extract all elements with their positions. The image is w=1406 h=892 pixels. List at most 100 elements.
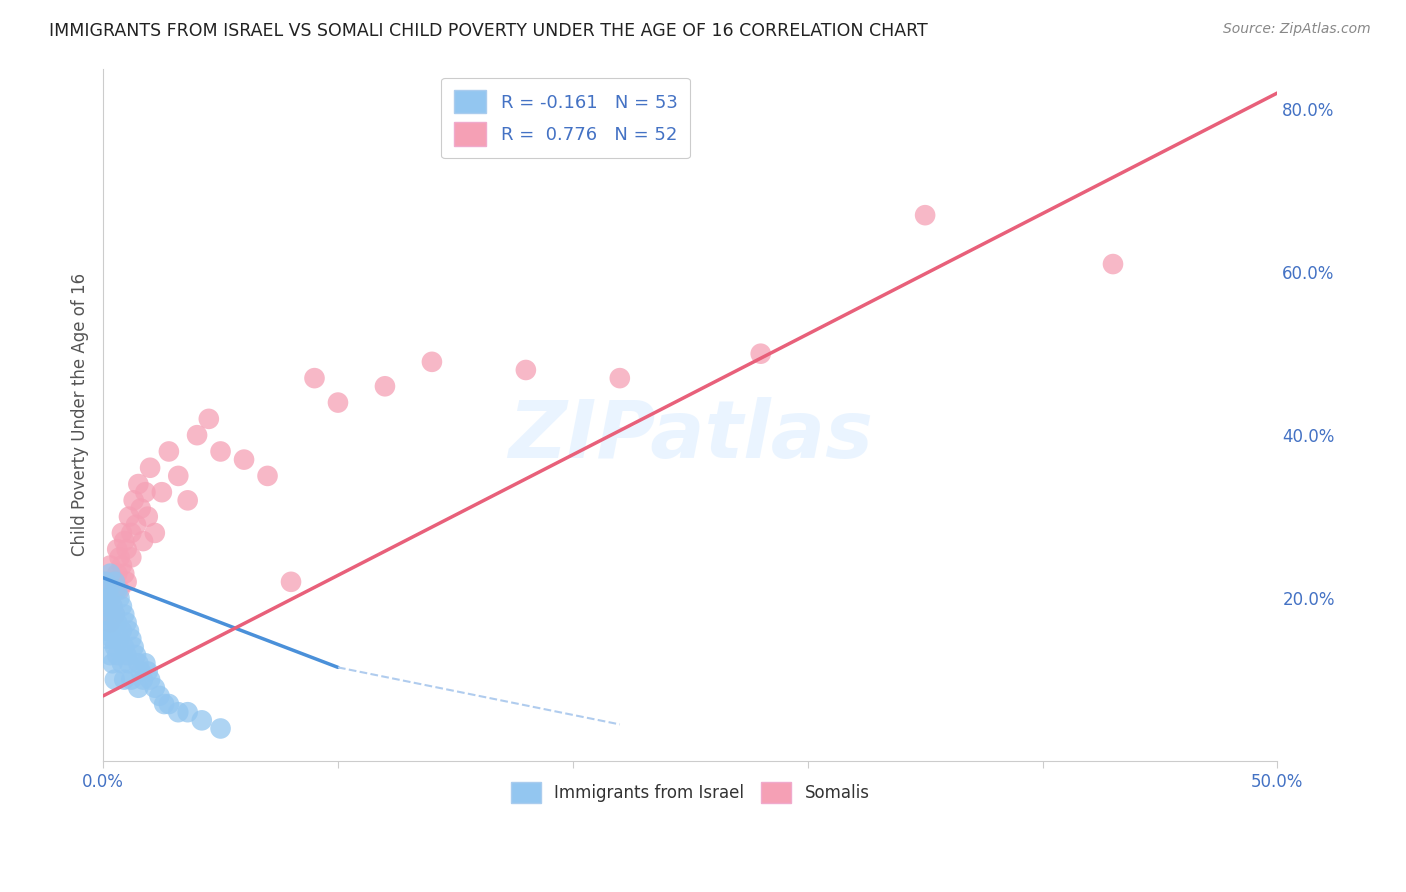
Point: [93, 591, 115, 606]
Point: [132, 673, 155, 687]
Point: [115, 542, 138, 557]
Point: [150, 485, 173, 500]
Text: IMMIGRANTS FROM ISRAEL VS SOMALI CHILD POVERTY UNDER THE AGE OF 16 CORRELATION C: IMMIGRANTS FROM ISRAEL VS SOMALI CHILD P…: [49, 22, 928, 40]
Point: [1102, 257, 1125, 271]
Point: [209, 722, 232, 736]
Point: [101, 657, 124, 671]
Point: [136, 665, 159, 679]
Point: [143, 525, 166, 540]
Point: [101, 599, 124, 614]
Point: [104, 574, 127, 589]
Point: [515, 363, 537, 377]
Point: [125, 648, 148, 662]
Point: [101, 574, 124, 589]
Point: [94, 574, 117, 589]
Point: [112, 607, 135, 622]
Point: [120, 525, 142, 540]
Point: [97, 607, 120, 622]
Point: [115, 574, 138, 589]
Point: [98, 648, 121, 662]
Point: [112, 640, 135, 654]
Point: [108, 550, 131, 565]
Point: [112, 673, 135, 687]
Point: [129, 665, 152, 679]
Point: [256, 469, 278, 483]
Point: [94, 607, 117, 622]
Point: [120, 673, 142, 687]
Point: [280, 574, 302, 589]
Text: ZIPatlas: ZIPatlas: [508, 397, 873, 475]
Point: [104, 607, 127, 622]
Point: [108, 632, 131, 646]
Point: [191, 714, 214, 728]
Point: [120, 550, 142, 565]
Point: [98, 591, 121, 606]
Point: [143, 681, 166, 695]
Point: [120, 632, 142, 646]
Point: [157, 697, 180, 711]
Point: [104, 640, 127, 654]
Point: [104, 673, 127, 687]
Point: [326, 395, 349, 409]
Point: [98, 566, 121, 581]
Point: [233, 452, 256, 467]
Point: [94, 599, 117, 614]
Point: [118, 657, 141, 671]
Point: [111, 599, 134, 614]
Point: [105, 615, 128, 630]
Point: [420, 355, 443, 369]
Point: [132, 534, 155, 549]
Point: [304, 371, 326, 385]
Point: [374, 379, 396, 393]
Point: [98, 615, 121, 630]
Point: [198, 412, 221, 426]
Point: [105, 582, 128, 597]
Legend: Immigrants from Israel, Somalis: Immigrants from Israel, Somalis: [499, 771, 882, 815]
Point: [101, 632, 124, 646]
Point: [125, 517, 148, 532]
Point: [148, 689, 170, 703]
Point: [98, 624, 121, 638]
Point: [105, 648, 128, 662]
Point: [176, 493, 198, 508]
Point: [209, 444, 232, 458]
Point: [127, 477, 149, 491]
Point: [101, 599, 124, 614]
Point: [112, 534, 135, 549]
Point: [111, 525, 134, 540]
Point: [139, 673, 162, 687]
Point: [167, 705, 190, 719]
Point: [97, 632, 120, 646]
Point: [167, 469, 190, 483]
Point: [97, 582, 120, 597]
Point: [105, 542, 128, 557]
Point: [136, 509, 159, 524]
Point: [186, 428, 208, 442]
Point: [115, 615, 138, 630]
Point: [122, 640, 145, 654]
Point: [118, 624, 141, 638]
Point: [127, 657, 149, 671]
Point: [112, 566, 135, 581]
Point: [129, 501, 152, 516]
Y-axis label: Child Poverty Under the Age of 16: Child Poverty Under the Age of 16: [72, 273, 89, 557]
Point: [127, 681, 149, 695]
Point: [98, 558, 121, 573]
Point: [134, 657, 156, 671]
Point: [749, 347, 772, 361]
Point: [104, 582, 127, 597]
Point: [111, 558, 134, 573]
Point: [914, 208, 936, 222]
Point: [104, 607, 127, 622]
Point: [609, 371, 631, 385]
Point: [111, 657, 134, 671]
Point: [96, 624, 118, 638]
Point: [139, 460, 162, 475]
Point: [97, 582, 120, 597]
Text: Source: ZipAtlas.com: Source: ZipAtlas.com: [1223, 22, 1371, 37]
Point: [98, 615, 121, 630]
Point: [115, 648, 138, 662]
Point: [108, 582, 131, 597]
Point: [94, 574, 117, 589]
Point: [157, 444, 180, 458]
